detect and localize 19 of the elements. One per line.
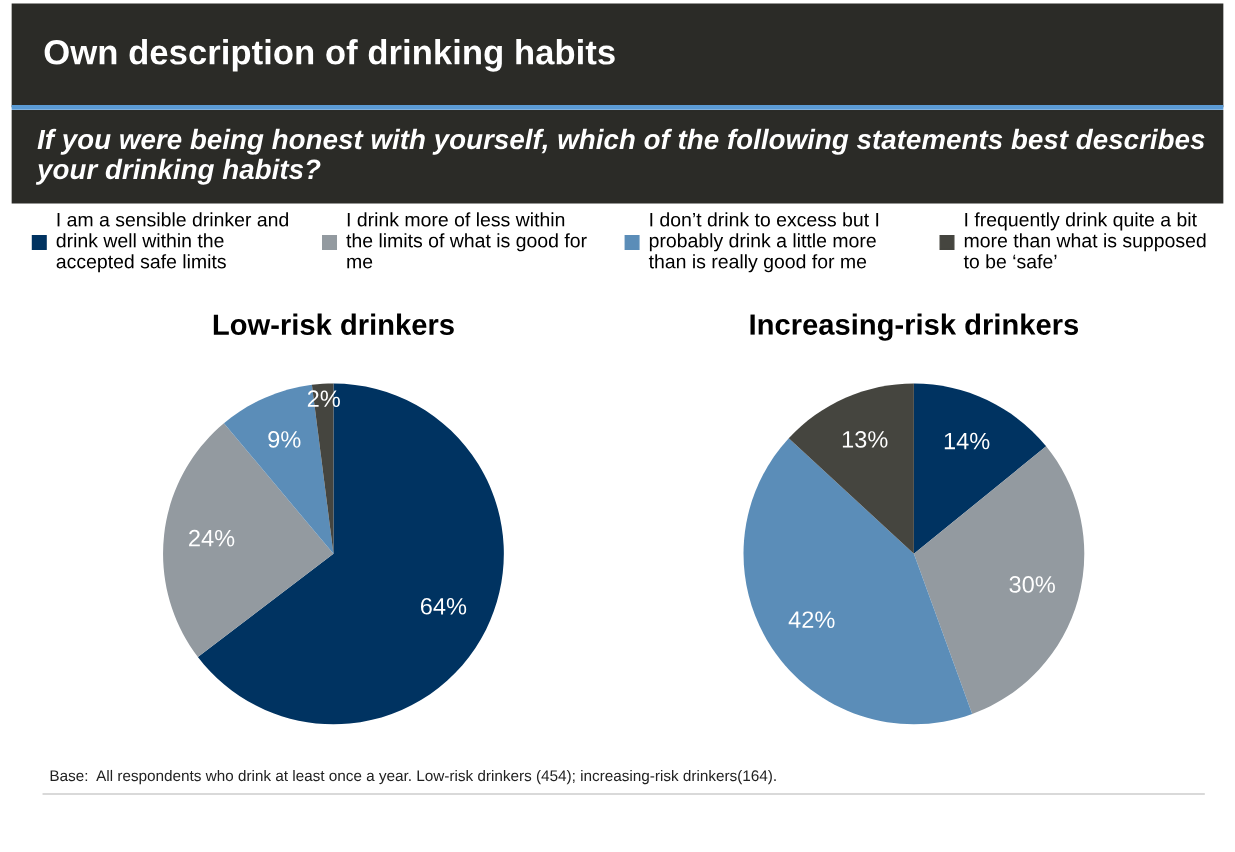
text: Low-risk drinkers — [213, 313, 454, 336]
data-label: 30% — [1009, 576, 1055, 593]
data-label: 42% — [788, 611, 835, 629]
data-label: 14% — [944, 432, 990, 450]
pie-slice — [163, 423, 334, 657]
legend-label: I don’t drink to excess but I probably drink a little more than is really good for me — [648, 212, 879, 273]
legend-label: I am a sensible drinker and drink well within the accepted safe limits — [56, 212, 289, 273]
text: Base: All respondents who drink at least once a year. Low-risk drinkers (454); increasing-risk drinkers(164). — [50, 769, 776, 785]
text: If you were being honest with yourself, which of the following statements best describes your drinking habits? — [35, 128, 1205, 185]
data-label: 13% — [842, 431, 888, 448]
pie-slice — [788, 383, 914, 554]
data-label: 9% — [268, 431, 301, 448]
legend-label: I frequently drink quite a bit more than what is supposed to be ‘safe’ — [963, 212, 1206, 269]
pie-slice — [913, 383, 1047, 554]
chart-title: Increasing-risk drinkers — [750, 313, 1079, 341]
data-label: 24% — [189, 529, 235, 547]
data-label: 64% — [420, 597, 467, 615]
legend-label: I drink more of less within the limits of what is good for me — [346, 212, 587, 269]
text: Own description of drinking habits — [44, 39, 615, 72]
